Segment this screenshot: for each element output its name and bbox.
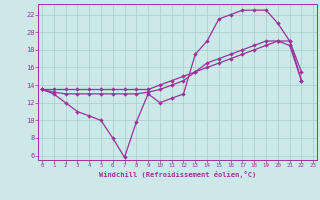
- X-axis label: Windchill (Refroidissement éolien,°C): Windchill (Refroidissement éolien,°C): [99, 171, 256, 178]
